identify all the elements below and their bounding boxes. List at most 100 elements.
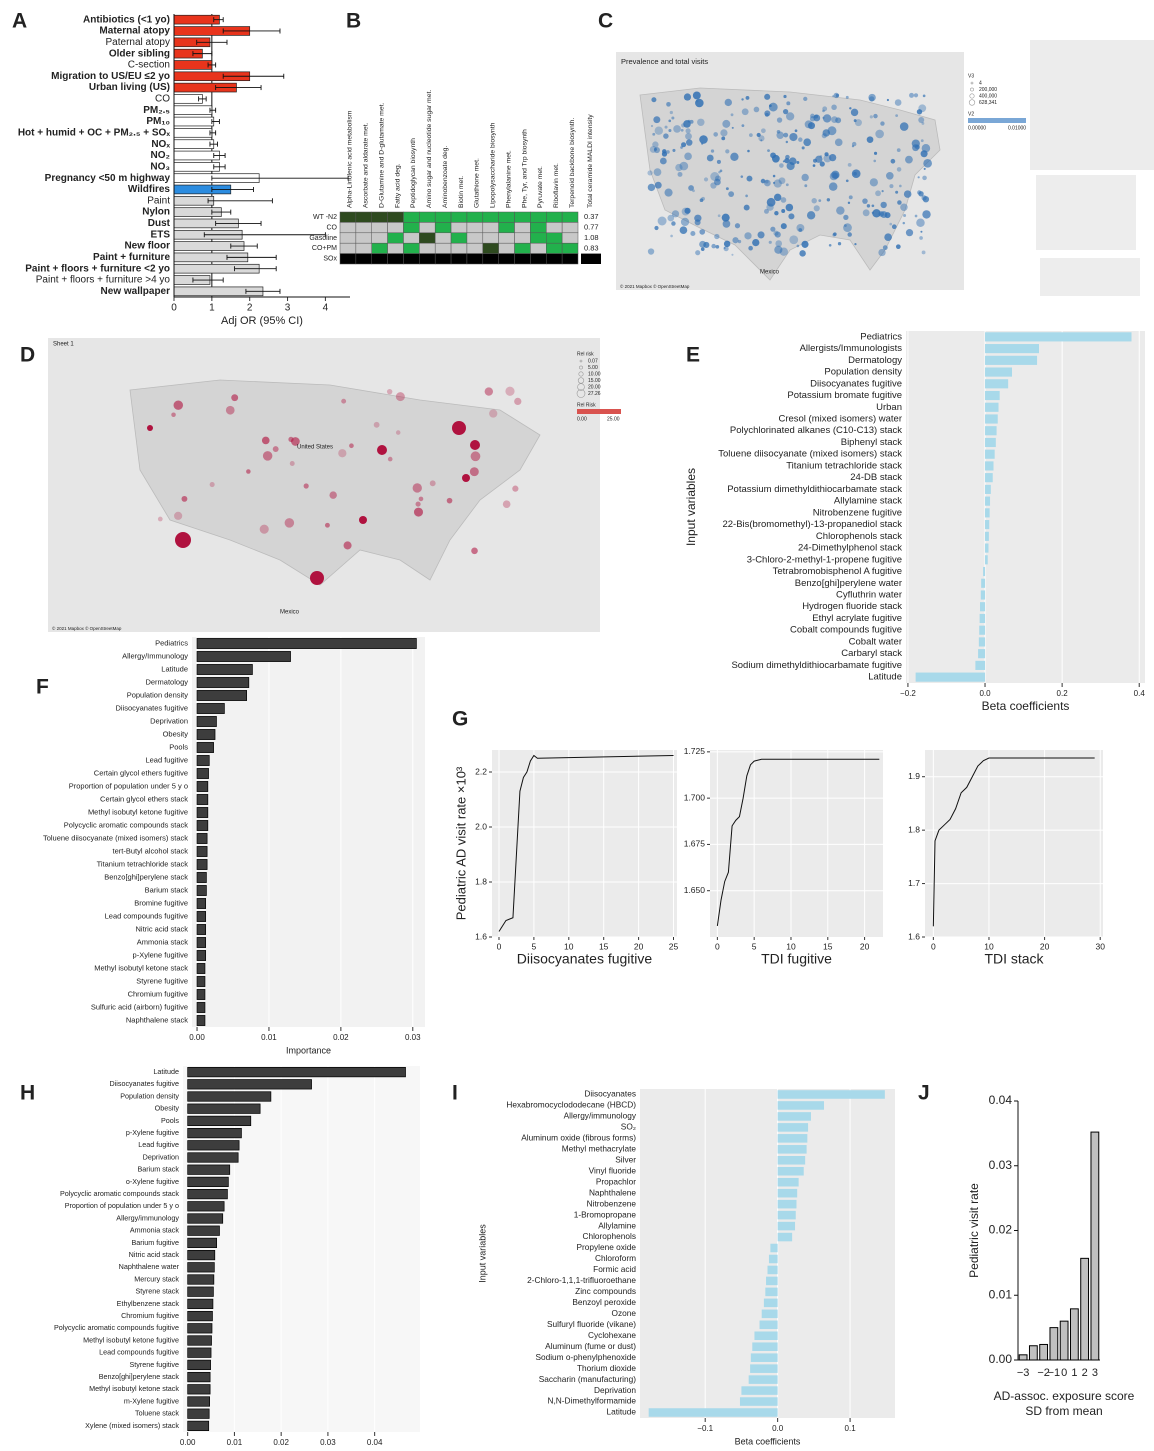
category-label: Nylon [142, 207, 170, 218]
category-label: SO₂ [621, 1122, 636, 1132]
map-dot [835, 117, 842, 124]
bar [196, 872, 207, 883]
category-label: Population density [120, 1091, 179, 1100]
map-dot [684, 152, 692, 161]
bar [975, 660, 986, 670]
map-credit: © 2021 Mapbox © OpenStreetMap [52, 625, 122, 631]
category-label: Urban living (US) [89, 82, 170, 93]
plot-background [192, 637, 425, 1027]
bar [196, 742, 214, 753]
category-label: Allylamine stack [834, 496, 902, 507]
map-dot [869, 115, 873, 119]
category-label: Sodium o-phenylphenoxide [535, 1352, 636, 1362]
category-label: Deprivation [150, 716, 188, 725]
map-dot [748, 245, 753, 251]
category-label: Titanium tetrachloride stack [786, 460, 902, 471]
bar [196, 846, 208, 857]
map-dot [772, 174, 776, 178]
bar [985, 379, 1009, 389]
map-dot [719, 169, 723, 173]
category-label: Lead compounds fugitive [99, 1348, 179, 1357]
map-dot [722, 220, 731, 228]
map-dot [699, 135, 708, 144]
column-label: Alpha-Linolenic acid metabolism [347, 110, 354, 208]
map-dot [687, 119, 691, 123]
panel-letter: A [12, 10, 27, 33]
y-tick-label: 1.675 [684, 839, 706, 849]
y-tick-label: 1.6 [475, 931, 487, 941]
map-dot [173, 400, 184, 410]
map-dot [913, 93, 919, 98]
bar [985, 332, 1132, 342]
category-label: Cyclohexane [588, 1330, 636, 1340]
map-dot [722, 119, 731, 128]
category-label: Methyl isobutyl ketone stack [94, 963, 188, 972]
bar [777, 1145, 807, 1154]
bar [777, 1188, 798, 1198]
category-label: Biphenyl stack [841, 437, 903, 448]
heatmap-cell [514, 211, 531, 223]
category-label: Nitrobenzene [587, 1198, 637, 1208]
heatmap-cell [355, 211, 372, 223]
heatmap-cell [530, 222, 547, 234]
x-axis-label: AD-assoc. exposure score [994, 1389, 1135, 1403]
place-label: United States [297, 445, 333, 451]
heatmap-cell [339, 222, 357, 234]
column-label: Phe, Tyr, and Trp biosynth [521, 129, 528, 208]
bar [741, 1386, 778, 1395]
bar [985, 390, 1000, 401]
column-label: Riboflavin met. [553, 163, 560, 208]
map-dot [760, 178, 766, 184]
category-label: Ethylbenzene stack [117, 1299, 180, 1308]
heatmap-cell [371, 242, 388, 254]
map-dot [747, 149, 750, 153]
row-value: 0.37 [584, 212, 599, 221]
category-label: Lead fugitive [145, 755, 188, 764]
map-dot [899, 122, 909, 131]
map-dot [723, 240, 731, 248]
map-dot [847, 162, 852, 167]
bar [196, 664, 253, 675]
x-axis-label: TDI fugitive [761, 951, 832, 967]
map-dot [845, 95, 849, 99]
row-label: CO+PM [312, 245, 337, 252]
heatmap-cell [387, 211, 404, 223]
category-label: 1-Bromopropane [574, 1209, 637, 1219]
category-label: Toluene stack [135, 1409, 179, 1418]
x-axis-label: Beta coefficients [982, 699, 1070, 713]
x-tick-label: 0.03 [320, 1438, 336, 1447]
map-dot [782, 109, 789, 115]
map-land [129, 379, 541, 586]
bar [196, 950, 207, 961]
category-label: Certain glycol ethers stack [100, 794, 188, 803]
category-label: New wallpaper [101, 286, 171, 297]
map-dot [359, 516, 367, 524]
map-dot [923, 159, 932, 168]
x-tick-label: 0.2 [1057, 689, 1069, 698]
map-dot [920, 139, 924, 143]
bar [196, 729, 216, 740]
heatmap-cell [434, 232, 452, 244]
category-label: Nitric acid stack [135, 924, 188, 933]
map-dot [446, 497, 453, 504]
map-dot [377, 445, 387, 455]
x-tick-label: 5 [532, 941, 537, 951]
bar [766, 1276, 778, 1286]
category-label: Chromium fugitive [121, 1311, 179, 1320]
map-dot [692, 189, 695, 193]
map-dot [845, 179, 849, 183]
bar [777, 1177, 799, 1187]
map-dot [761, 128, 766, 134]
map-dot [700, 247, 705, 251]
map-dot [664, 125, 668, 129]
map-dot [666, 101, 671, 107]
map-dot [796, 244, 800, 248]
map-dot [822, 116, 825, 119]
x-axis-label: Importance [286, 1045, 331, 1055]
x-tick-label: 0.4 [1134, 689, 1146, 698]
category-label: Hexabromocyclododecane (HBCD) [506, 1100, 636, 1110]
heatmap-cell [355, 222, 372, 234]
category-label: Population density [824, 367, 902, 378]
map-dot [731, 253, 734, 256]
row-label: WT -N2 [313, 214, 337, 221]
